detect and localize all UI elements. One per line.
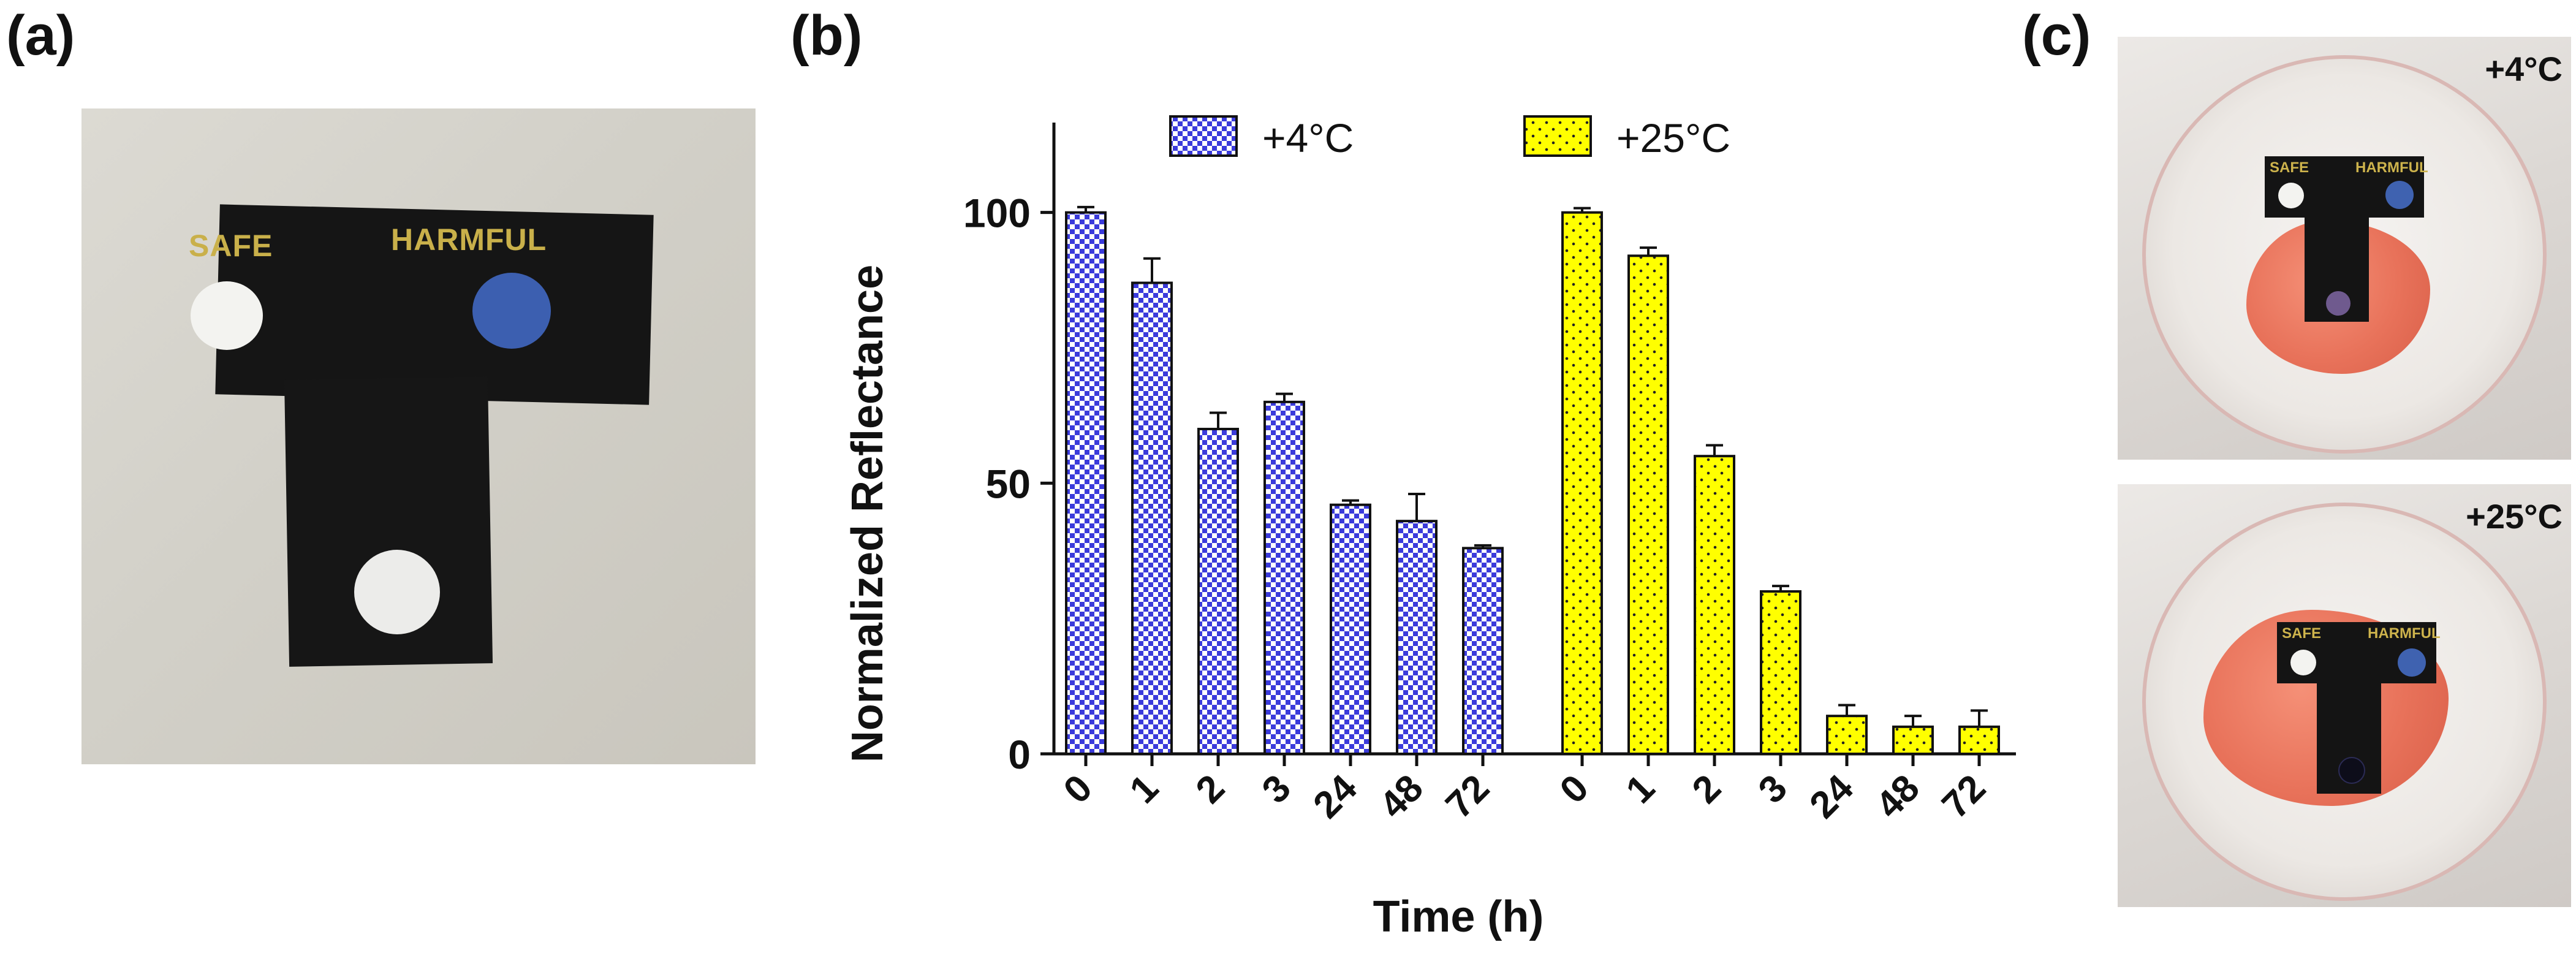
harmful-indicator-spot: [472, 273, 551, 349]
mini-safe-spot: [2278, 183, 2304, 208]
legend-label-4c: +4°C: [1262, 115, 1354, 161]
bar-25c-2h: [1694, 455, 1735, 756]
mini-safe-label: SAFE: [2270, 159, 2309, 176]
x-tick-label: 2: [1188, 767, 1233, 811]
meat-photo-25c: SAFE HARMFUL +25°C: [2118, 484, 2571, 907]
sample-well-spot: [354, 550, 440, 634]
mini-sample-spot: [2338, 757, 2365, 784]
mini-harmful-label: HARMFUL: [2368, 625, 2441, 642]
bar-4c-0h: [1065, 211, 1107, 755]
chart-axes: [1052, 123, 2016, 756]
y-tick-label: 50: [986, 461, 1031, 506]
bar-4c-3h: [1263, 400, 1305, 756]
legend-swatch-4c: [1169, 115, 1238, 157]
x-tick-label: 24: [1801, 767, 1862, 827]
y-axis-title: Normalized Reflectance: [843, 265, 892, 762]
legend-label-25c: +25°C: [1616, 115, 1730, 161]
mini-sample-spot: [2326, 291, 2351, 316]
photo-label-4c: +4°C: [2485, 50, 2563, 88]
bar-4c-72h: [1462, 547, 1504, 755]
x-tick-label: 48: [1868, 767, 1928, 827]
mini-harmful-spot: [2385, 181, 2414, 209]
panel-label-c: (c): [2022, 4, 2091, 67]
y-tick-label: 0: [1008, 732, 1031, 777]
safe-label: SAFE: [189, 229, 273, 263]
bar-4c-2h: [1197, 428, 1239, 755]
meat-photo-4c: SAFE HARMFUL +4°C: [2118, 37, 2571, 460]
x-tick-label: 0: [1552, 767, 1597, 811]
bar-25c-0h: [1561, 211, 1603, 755]
photo-label-25c: +25°C: [2466, 497, 2563, 536]
bar-25c-1h: [1627, 254, 1669, 756]
x-tick-label: 2: [1684, 767, 1729, 811]
bar-25c-72h: [1958, 725, 2000, 756]
x-tick-label: 72: [1438, 767, 1498, 827]
chart-legend: +4°C +25°C: [1169, 115, 1730, 161]
x-ticks: 0 1 2 3 24 48 72 0 1 2 3 24 48 72: [1056, 754, 1994, 827]
mini-harmful-spot: [2398, 648, 2426, 677]
safe-indicator-spot: [191, 281, 263, 350]
x-tick-label: 3: [1254, 767, 1299, 811]
x-axis-title: Time (h): [1373, 892, 1544, 941]
bar-25c-48h: [1892, 725, 1934, 756]
sensor-photo: SAFE HARMFUL: [81, 108, 756, 764]
x-tick-label: 1: [1122, 767, 1167, 811]
bar-4c-24h: [1330, 503, 1371, 756]
x-tick-label: 3: [1751, 767, 1795, 811]
x-tick-label: 0: [1056, 767, 1100, 811]
legend-swatch-25c: [1523, 115, 1592, 157]
mini-harmful-label: HARMFUL: [2355, 159, 2428, 176]
mini-safe-label: SAFE: [2282, 625, 2322, 642]
x-tick-label: 24: [1305, 767, 1365, 827]
x-tick-label: 48: [1371, 767, 1431, 827]
bar-4c-1h: [1131, 281, 1173, 755]
bar-25c-3h: [1760, 590, 1801, 755]
panel-label-b: (b): [790, 4, 863, 67]
bar-25c-24h: [1826, 715, 1868, 756]
x-tick-label: 72: [1934, 767, 1994, 827]
bars: [1065, 211, 2000, 756]
y-ticks: 0 50 100: [963, 191, 1054, 777]
panel-label-a: (a): [6, 4, 75, 67]
harmful-label: HARMFUL: [391, 222, 547, 257]
bar-4c-48h: [1396, 520, 1438, 756]
mini-safe-spot: [2290, 650, 2316, 675]
error-bars: [1077, 205, 1988, 727]
x-tick-label: 1: [1618, 767, 1663, 811]
y-tick-label: 100: [963, 191, 1031, 236]
